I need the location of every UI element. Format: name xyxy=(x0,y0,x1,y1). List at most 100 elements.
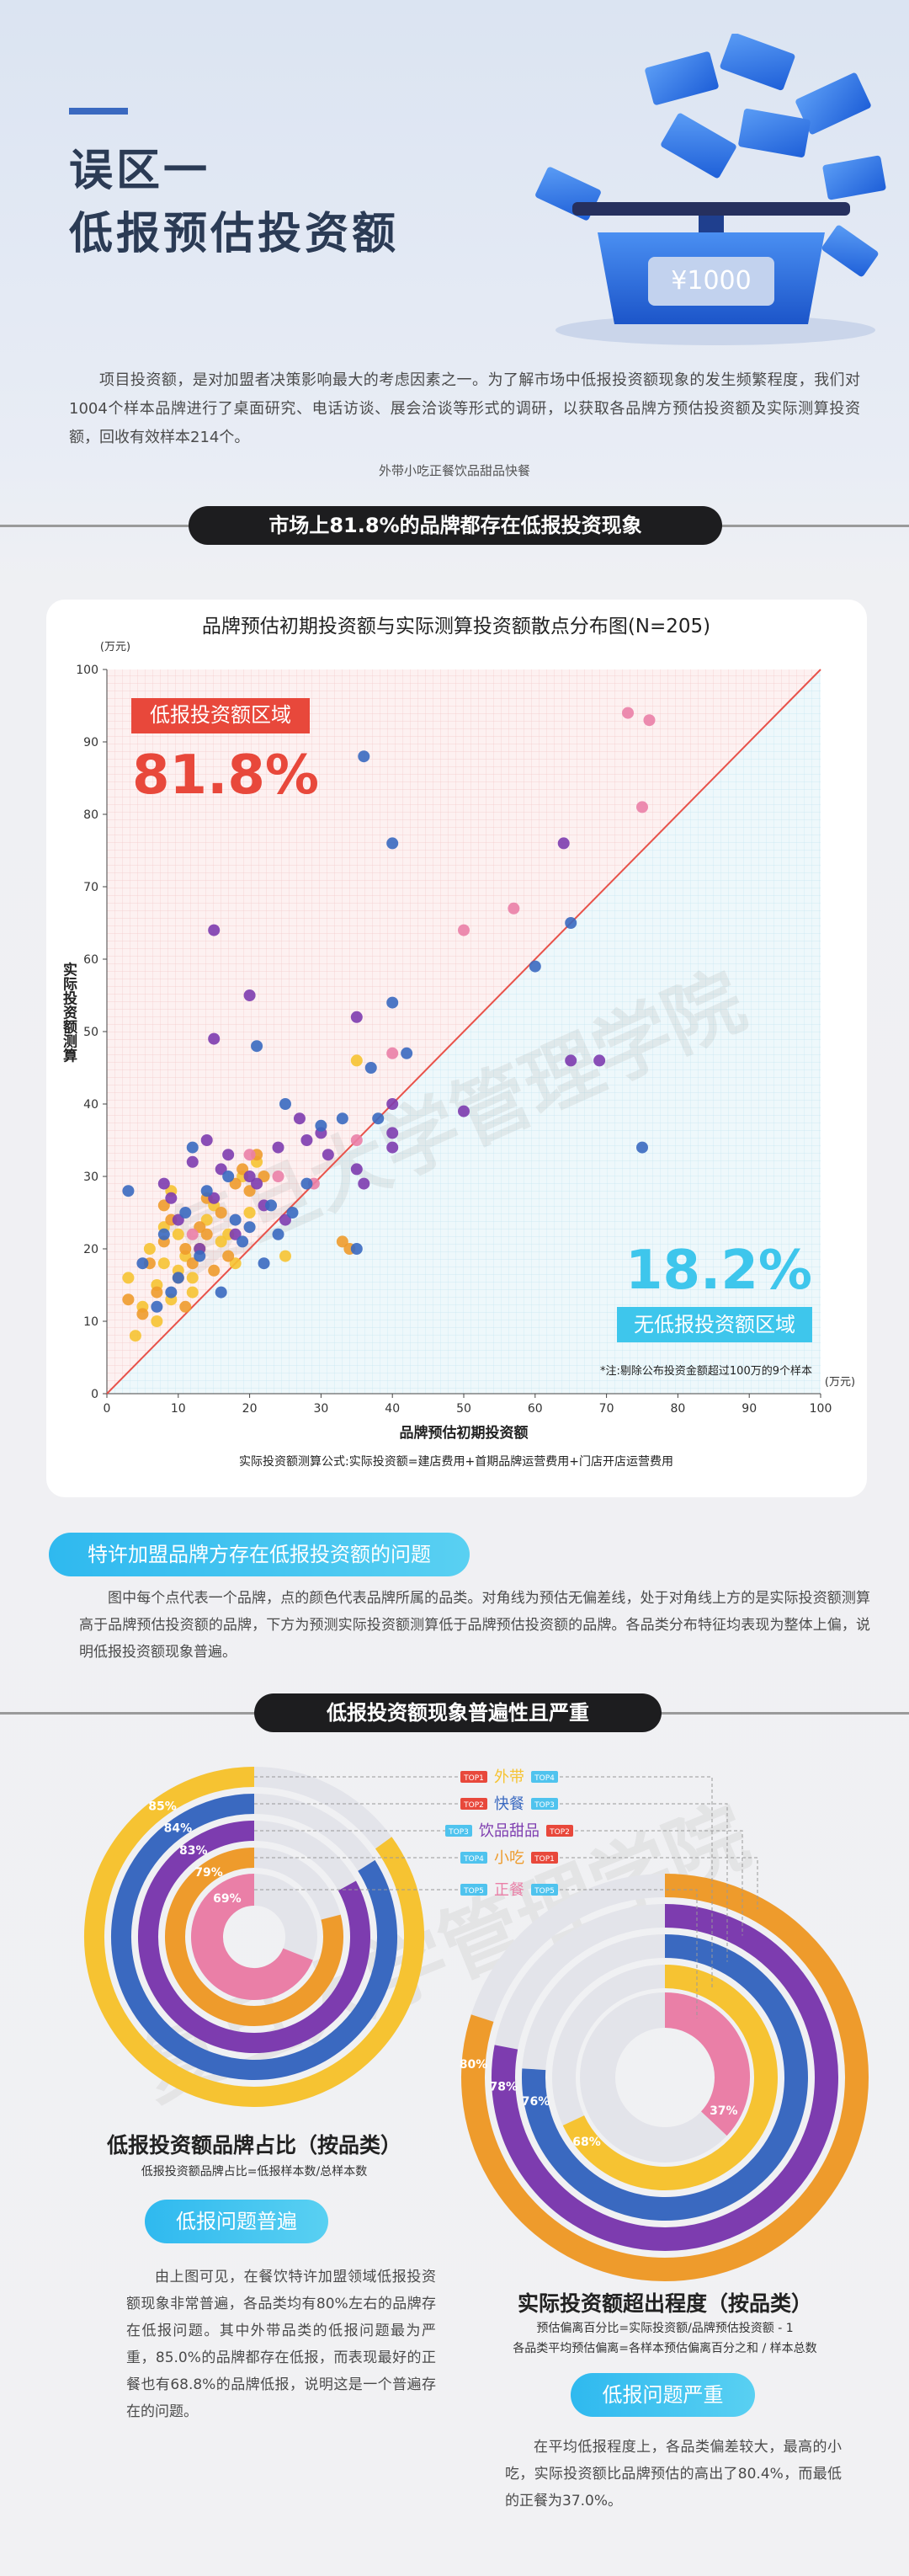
leader-line xyxy=(560,1803,728,1962)
value-label: 68% xyxy=(572,2136,601,2149)
point xyxy=(565,1054,577,1067)
point xyxy=(229,1257,242,1270)
rank-badge xyxy=(531,1852,558,1864)
point xyxy=(208,1192,221,1204)
point xyxy=(179,1243,192,1255)
point xyxy=(143,1243,156,1255)
point xyxy=(286,1207,299,1219)
annotation-share: 18.2% xyxy=(625,1240,812,1302)
point xyxy=(237,1235,249,1248)
category-label: 外带 xyxy=(494,1768,524,1786)
point xyxy=(222,1250,235,1262)
x-tick-label: 0 xyxy=(104,1402,111,1416)
scale-neck xyxy=(699,216,724,232)
value-label: 85% xyxy=(148,1800,177,1813)
point xyxy=(208,924,221,936)
ring-arc xyxy=(165,1848,343,2026)
value-label: 83% xyxy=(179,1844,208,1858)
section-pill: 低报问题普遍 xyxy=(145,2200,328,2243)
leader-line xyxy=(575,1830,743,1936)
x-tick-label: 40 xyxy=(385,1402,400,1416)
point xyxy=(386,837,399,850)
point xyxy=(222,1149,235,1161)
y-tick-label: 60 xyxy=(83,953,98,967)
point xyxy=(243,1171,256,1182)
point xyxy=(208,1264,221,1277)
rank-badge xyxy=(546,1825,573,1837)
legend-item: 正餐 xyxy=(429,463,454,478)
x-tick-label: 30 xyxy=(313,1402,328,1416)
legend-item: 小吃 xyxy=(404,463,429,478)
point xyxy=(172,1272,184,1284)
point xyxy=(229,1228,242,1240)
ring-arc xyxy=(562,1965,778,2190)
point xyxy=(215,1207,227,1219)
scale-label: ¥1000 xyxy=(671,266,751,296)
legend-label: 外带 xyxy=(378,463,404,478)
point xyxy=(186,1141,199,1154)
point xyxy=(179,1300,192,1313)
point xyxy=(165,1286,178,1299)
x-tick-label: 20 xyxy=(242,1402,258,1416)
point xyxy=(229,1213,242,1226)
point xyxy=(557,837,570,850)
point xyxy=(458,924,470,936)
x-tick-label: 100 xyxy=(810,1402,832,1416)
point xyxy=(243,1207,256,1219)
point xyxy=(643,714,656,727)
y-tick-label: 0 xyxy=(91,1388,98,1401)
point xyxy=(622,707,635,719)
section-banner: 低报投资额现象普遍性且严重 xyxy=(254,1693,662,1732)
rank-label: TOP1 xyxy=(534,1855,555,1864)
section-text: 在平均低报程度上，各品类偏差较大，最高的小吃，实际投资额比品牌预估的高出了80.… xyxy=(505,2439,842,2509)
point xyxy=(350,1163,363,1176)
ring-arc xyxy=(522,1934,808,2221)
point xyxy=(636,1141,648,1154)
scatter-card: 品牌预估初期投资额与实际测算投资额散点分布图(N=205) (万元) (万元) … xyxy=(46,600,867,1497)
x-tick-label: 80 xyxy=(670,1402,685,1416)
y-tick-label: 30 xyxy=(83,1171,98,1184)
rank-label: TOP2 xyxy=(463,1801,484,1810)
point xyxy=(386,1127,399,1139)
legend-label: 正餐 xyxy=(428,463,454,478)
chart-title: 低报投资额品牌占比（按品类） xyxy=(106,2133,401,2157)
point xyxy=(194,1221,206,1234)
section-banner: 市场上81.8%的品牌都存在低报投资现象 xyxy=(189,506,722,545)
rank-badge xyxy=(460,1771,487,1783)
point xyxy=(386,1098,399,1110)
value-label: 84% xyxy=(164,1822,193,1836)
legend-label: 饮品甜品 xyxy=(454,463,506,478)
title-line2: 低报预估投资额 xyxy=(69,209,400,259)
ring-arc xyxy=(191,1874,313,2000)
scale-plate xyxy=(572,202,850,216)
point xyxy=(208,1032,221,1045)
point xyxy=(215,1286,227,1299)
x-unit: (万元) xyxy=(825,1376,855,1389)
point xyxy=(358,1177,370,1190)
value-label: 79% xyxy=(194,1866,223,1880)
point xyxy=(529,960,541,973)
unbiased-line xyxy=(106,669,821,1395)
intro: 项目投资额，是对加盟者决策影响最大的考虑因素之一。为了解市场中低报投资额现象的发… xyxy=(69,371,860,446)
plot: 0 10 20 30 40 50 60 70 80 90 100 0 10 20 30 40 50 60 70 80 9… xyxy=(76,664,832,1416)
ring-arc xyxy=(111,1794,397,2080)
point xyxy=(258,1257,270,1270)
legend-label: 小吃 xyxy=(403,463,429,478)
scale-display xyxy=(648,257,774,306)
y-tick-label: 70 xyxy=(83,881,98,894)
point xyxy=(293,1112,306,1125)
point xyxy=(136,1257,149,1270)
point xyxy=(172,1228,184,1240)
point xyxy=(458,1105,470,1117)
point xyxy=(157,1177,170,1190)
rank-label: TOP5 xyxy=(534,1887,555,1896)
x-axis-label: 品牌预估初期投资额 xyxy=(400,1424,529,1442)
point xyxy=(336,1235,348,1248)
value-label: 69% xyxy=(213,1892,242,1906)
annotation-box xyxy=(617,1307,812,1342)
legend: 外带小吃正餐饮品甜品快餐 xyxy=(0,461,909,479)
ring-arc xyxy=(138,1821,370,2053)
point xyxy=(157,1257,170,1270)
y-tick-label: 20 xyxy=(83,1243,98,1256)
formula: 实际投资额测算公式:实际投资额=建店费用+首期品牌运营费用+门店开店运营费用 xyxy=(239,1454,673,1469)
